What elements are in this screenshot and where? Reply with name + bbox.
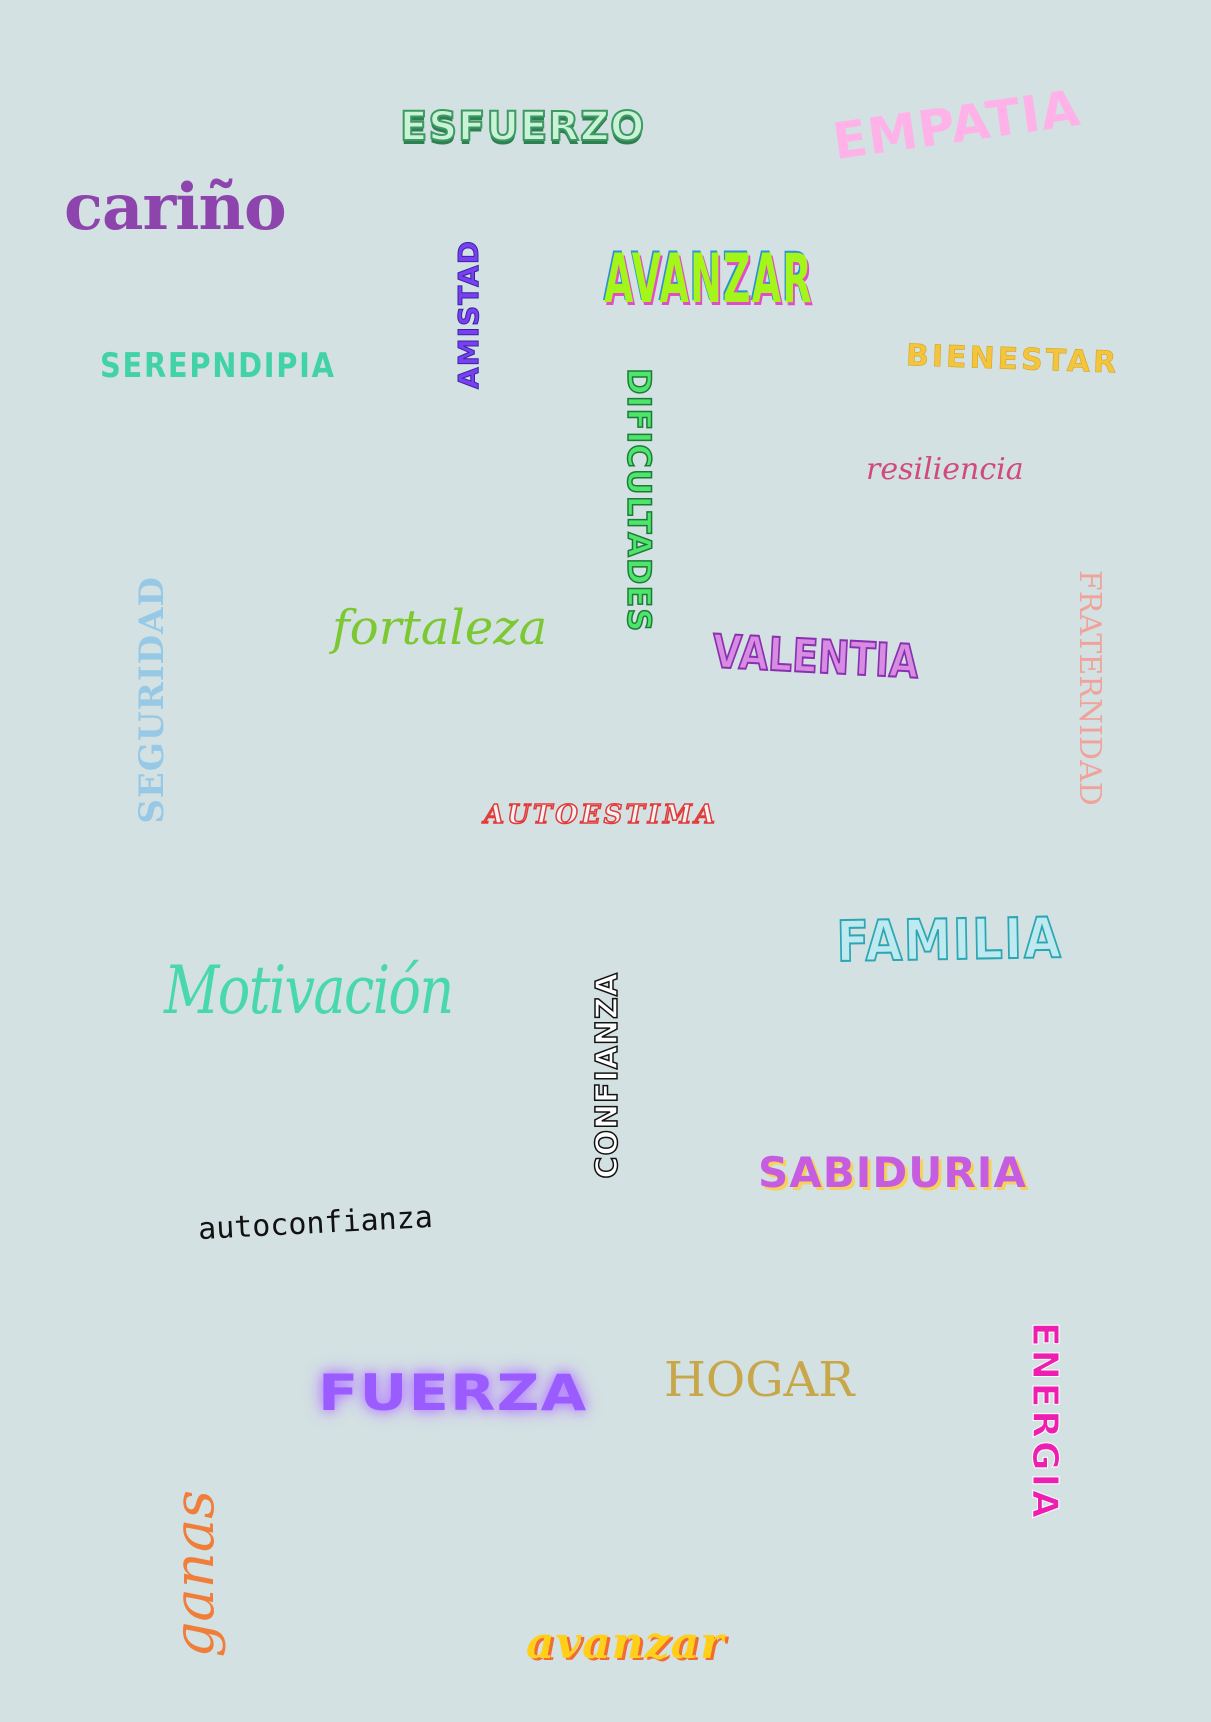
word-confianza: CONFIANZA [589,971,626,1179]
word-resiliencia: resiliencia [866,452,1024,487]
word-empatia: EMPATIA [829,78,1085,172]
word-fraternidad: FRATERNIDAD [1072,570,1107,806]
word-ganas: ganas [162,1490,227,1658]
word-amistad: AMISTAD [452,240,486,390]
word-avanzar-lower: avanzar [526,1618,725,1669]
word-hogar: HOGAR [664,1352,855,1408]
word-valentia: VALENTIA [710,623,921,690]
word-autoconfianza: autoconfianza [197,1199,434,1248]
word-motivacion: Motivación [164,952,454,1029]
word-autoestima: AUTOESTIMA [483,799,718,831]
word-bienestar: BIENESTAR [905,338,1120,381]
word-sabiduria: SABIDURIA [758,1148,1027,1197]
word-avanzar-caps: AVANZAR [604,240,813,319]
word-serendipia: SEREPNDIPIA [100,346,336,386]
word-carino: cariño [64,170,287,245]
word-energia: ENERGIA [1024,1322,1066,1522]
word-fortaleza: fortaleza [332,600,548,656]
word-seguridad: SEGURIDAD [132,576,172,824]
word-dificultades: DIFICULTADES [619,367,659,633]
word-familia: FAMILIA [835,905,1064,976]
word-fuerza: FUERZA [318,1364,588,1422]
word-esfuerzo: ESFUERZO [399,103,646,151]
